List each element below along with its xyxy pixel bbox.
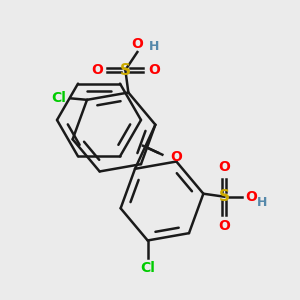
Text: S: S — [120, 62, 131, 77]
Text: O: O — [170, 150, 182, 164]
Text: S: S — [219, 189, 230, 204]
Text: H: H — [149, 40, 160, 52]
Text: O: O — [218, 160, 230, 174]
Text: O: O — [148, 63, 160, 77]
Text: O: O — [218, 219, 230, 233]
Text: H: H — [257, 196, 268, 209]
Text: Cl: Cl — [51, 91, 66, 105]
Text: Cl: Cl — [140, 262, 155, 275]
Text: O: O — [91, 63, 103, 77]
Text: O: O — [131, 37, 143, 50]
Text: O: O — [245, 190, 257, 204]
